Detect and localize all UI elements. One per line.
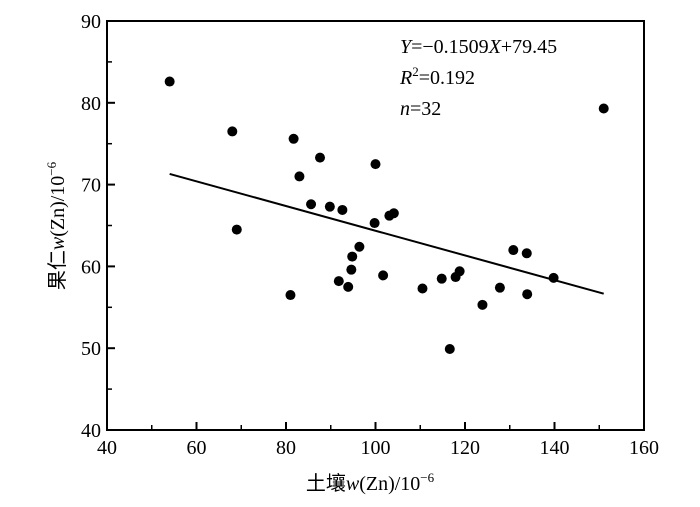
data-point — [369, 218, 380, 229]
data-point — [388, 208, 399, 219]
equation-y-var: Y — [400, 36, 413, 58]
data-point — [548, 272, 559, 283]
x-axis-label: 土壤w(Zn)/10−6 — [306, 470, 435, 495]
y-label-suffix: (Zn)/10 — [47, 176, 69, 237]
data-point — [343, 281, 354, 292]
data-point — [288, 133, 299, 144]
y-label-prefix: 果仁 — [46, 250, 69, 290]
data-point — [508, 245, 519, 256]
regression-line — [169, 172, 604, 295]
y-axis-label: 果仁w(Zn)/10−6 — [44, 161, 69, 290]
x-tick-label: 120 — [450, 437, 480, 459]
y-label-var: w — [47, 236, 69, 250]
data-point — [494, 282, 505, 293]
data-point — [227, 126, 238, 137]
data-point — [315, 152, 326, 163]
r2-var: R — [399, 67, 412, 89]
data-point — [354, 241, 365, 252]
data-point — [347, 251, 358, 262]
sample-size: n=32 — [400, 98, 441, 120]
x-tick-label: 140 — [540, 437, 570, 459]
data-point — [294, 171, 305, 182]
y-tick-label: 70 — [81, 175, 101, 197]
regression-equation: Y=−0.1509X+79.45 — [400, 36, 557, 58]
data-point — [436, 273, 447, 284]
data-point — [454, 266, 465, 277]
equation-x-var: X — [488, 36, 502, 58]
annotations: Y=−0.1509X+79.45 R2=0.192 n=32 — [399, 36, 557, 120]
equation-intercept: +79.45 — [501, 36, 557, 58]
y-tick-label: 80 — [81, 93, 101, 115]
n-value: =32 — [410, 98, 441, 120]
data-point — [444, 344, 455, 355]
x-label-suffix: (Zn)/10 — [359, 473, 420, 495]
equation-slope: =−0.1509 — [411, 36, 489, 58]
data-point — [378, 270, 389, 281]
r2-sup: 2 — [412, 64, 419, 79]
x-label-var: w — [346, 473, 360, 495]
axis-ticks — [106, 20, 645, 431]
data-point — [522, 289, 533, 300]
y-tick-label: 90 — [81, 11, 101, 33]
data-point — [333, 276, 344, 287]
data-point — [324, 201, 335, 212]
data-point — [231, 224, 242, 235]
data-point — [337, 204, 348, 215]
x-tick-label: 80 — [276, 437, 296, 459]
n-var: n — [400, 98, 410, 120]
x-label-exp: −6 — [420, 470, 434, 485]
data-points — [164, 76, 609, 355]
y-tick-label: 40 — [81, 420, 101, 442]
data-point — [346, 264, 357, 275]
data-point — [285, 290, 296, 301]
r-squared: R2=0.192 — [399, 64, 475, 89]
data-point — [370, 159, 381, 170]
x-tick-label: 60 — [187, 437, 207, 459]
y-label-exp: −6 — [44, 161, 59, 175]
data-point — [417, 283, 428, 294]
x-tick-label: 40 — [97, 437, 117, 459]
data-point — [306, 199, 317, 210]
data-point — [598, 103, 609, 114]
x-tick-label: 160 — [629, 437, 659, 459]
r2-value: =0.192 — [419, 67, 475, 89]
axis-tick-labels: 40 60 80 100 120 140 160 40 50 60 70 80 90 — [81, 11, 659, 459]
y-tick-label: 50 — [81, 338, 101, 360]
x-tick-label: 100 — [361, 437, 391, 459]
y-tick-label: 60 — [81, 256, 101, 278]
data-point — [521, 248, 532, 259]
x-label-prefix: 土壤 — [306, 472, 346, 495]
data-point — [164, 76, 175, 87]
data-point — [477, 299, 488, 310]
